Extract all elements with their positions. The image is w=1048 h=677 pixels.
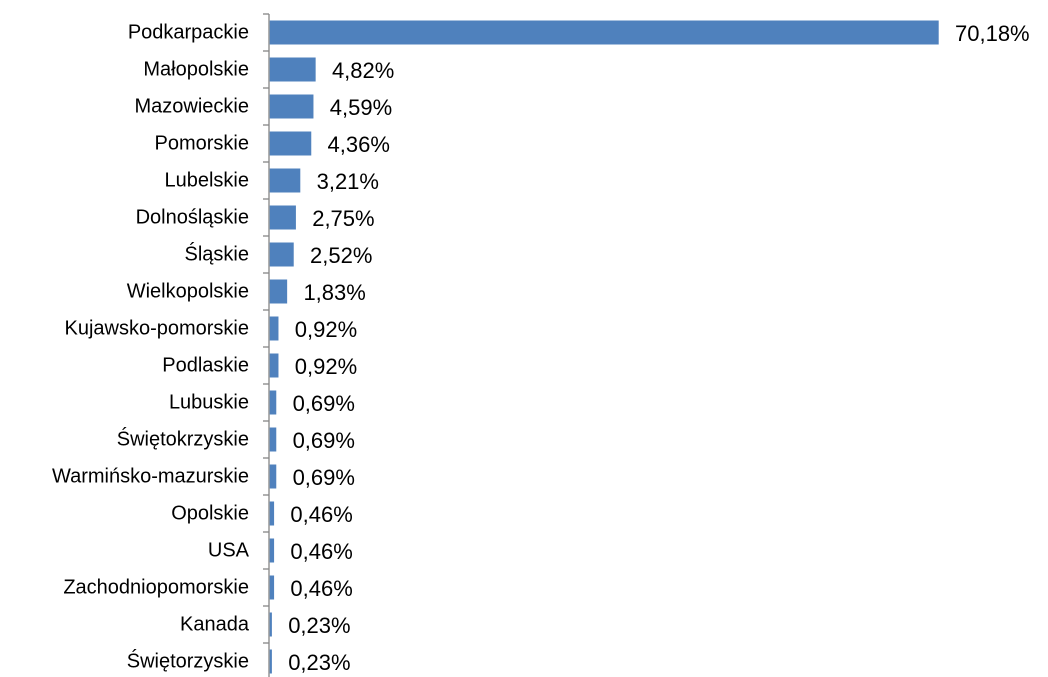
bar (269, 538, 275, 563)
value-label: 0,23% (288, 613, 350, 638)
value-label: 0,46% (290, 576, 352, 601)
category-label: Kanada (180, 614, 250, 636)
category-label: Małopolskie (143, 59, 249, 81)
value-label: 3,21% (317, 169, 379, 194)
bar (269, 612, 272, 637)
category-label: Opolskie (171, 503, 249, 525)
value-label: 70,18% (955, 21, 1030, 46)
bar (269, 575, 275, 600)
category-label: Dolnośląskie (136, 207, 249, 229)
bars (269, 20, 939, 674)
bar (269, 57, 316, 82)
bar (269, 94, 314, 119)
category-label: Pomorskie (155, 133, 249, 155)
value-label: 0,69% (293, 391, 355, 416)
category-label: Podlaskie (162, 355, 249, 377)
value-label: 0,23% (288, 650, 350, 675)
category-label: Wielkopolskie (127, 281, 249, 303)
bar (269, 20, 939, 45)
category-label: Lubuskie (169, 392, 249, 414)
bar (269, 316, 279, 341)
value-label: 0,92% (295, 317, 357, 342)
value-labels: 70,18% 4,82% 4,59% 4,36% 3,21% 2,75% 2,52% 1,83… (288, 21, 1029, 675)
category-label: Zachodniopomorskie (63, 577, 249, 599)
category-label: Lubelskie (164, 170, 249, 192)
bar (269, 353, 279, 378)
category-label: Świętorzyskie (127, 649, 249, 673)
category-labels: Podkarpackie Małopolskie Mazowieckie Pomors… (52, 22, 250, 673)
value-label: 0,46% (290, 502, 352, 527)
value-label: 4,82% (332, 58, 394, 83)
value-label: 1,83% (303, 280, 365, 305)
bar (269, 427, 277, 452)
bar (269, 131, 312, 156)
category-label: Kujawsko-pomorskie (64, 318, 249, 340)
category-label: USA (208, 540, 250, 562)
bar (269, 168, 301, 193)
category-label: Warmińsko-mazurskie (52, 466, 249, 488)
bar (269, 464, 277, 489)
bar (269, 649, 272, 674)
value-label: 0,92% (295, 354, 357, 379)
category-label: Podkarpackie (128, 22, 249, 44)
value-label: 4,36% (328, 132, 390, 157)
category-label: Śląskie (185, 242, 249, 266)
value-label: 0,46% (290, 539, 352, 564)
value-label: 4,59% (330, 95, 392, 120)
bar (269, 390, 277, 415)
value-label: 2,52% (310, 243, 372, 268)
bar (269, 242, 294, 267)
value-label: 0,69% (293, 428, 355, 453)
category-axis (263, 13, 270, 677)
category-label: Świętokrzyskie (117, 427, 249, 451)
bar (269, 501, 275, 526)
category-label: Mazowieckie (135, 96, 249, 118)
value-label: 2,75% (312, 206, 374, 231)
bar (269, 279, 288, 304)
bar (269, 205, 296, 230)
value-label: 0,69% (293, 465, 355, 490)
